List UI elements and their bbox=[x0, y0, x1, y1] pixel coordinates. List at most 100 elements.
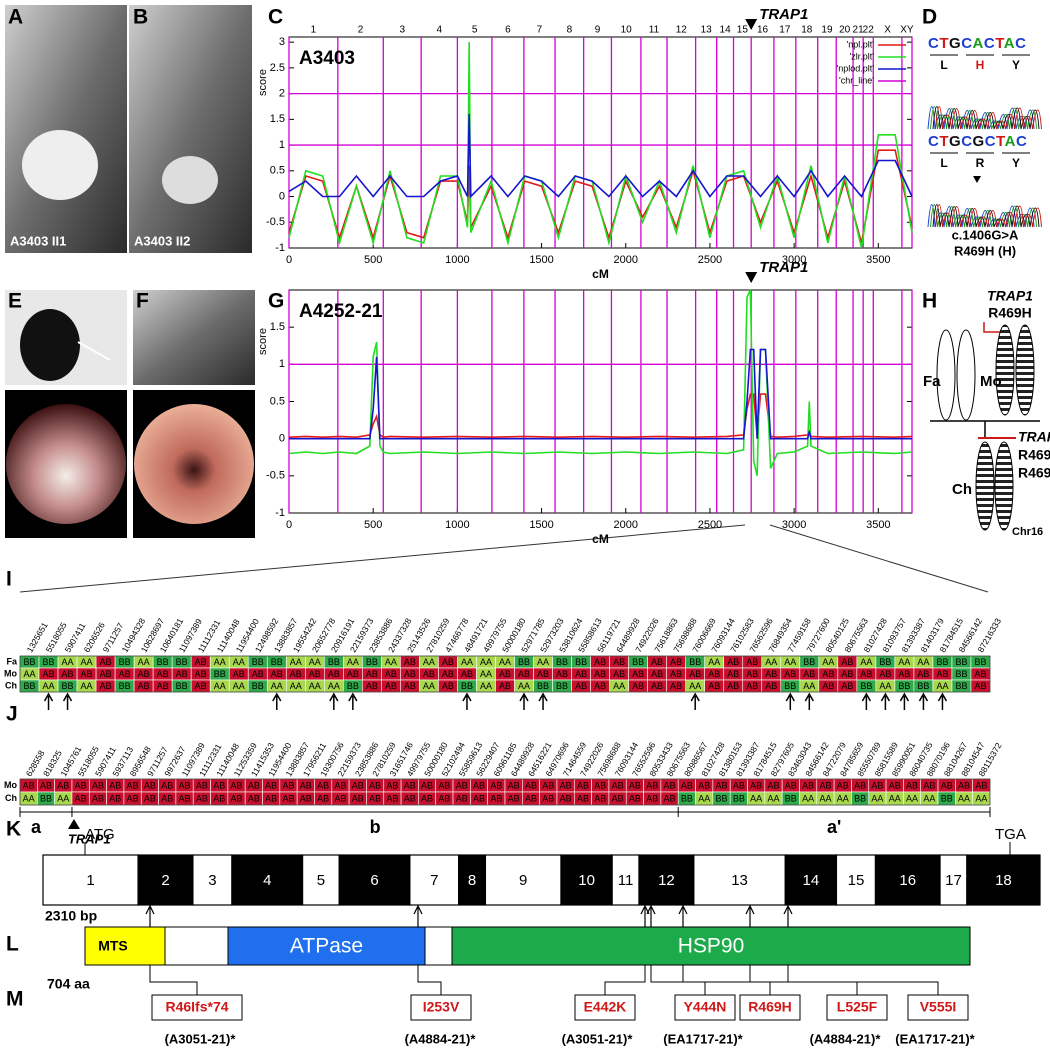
genotype: AB bbox=[577, 780, 589, 790]
genotype: AB bbox=[81, 669, 93, 679]
genotype: AB bbox=[879, 669, 891, 679]
genotype: AB bbox=[92, 780, 104, 790]
chromosome bbox=[1015, 324, 1035, 416]
mutation-leader bbox=[787, 965, 939, 995]
chromosome bbox=[995, 324, 1015, 416]
variant-bracket bbox=[983, 322, 1005, 333]
genotype: AB bbox=[556, 669, 568, 679]
genotype: AB bbox=[347, 669, 359, 679]
radiograph-shape bbox=[162, 156, 218, 204]
domain bbox=[84, 926, 166, 966]
genotype: AB bbox=[404, 657, 416, 667]
genotype: AA bbox=[698, 793, 710, 803]
chromosome-label: 4 bbox=[436, 25, 442, 36]
legend-label: 'npl.plt' bbox=[847, 39, 875, 49]
exon-label: 7 bbox=[430, 872, 438, 889]
plot-frame bbox=[288, 36, 913, 249]
chromatogram bbox=[930, 204, 1037, 228]
codon: Y bbox=[1012, 58, 1020, 72]
mutation-box bbox=[151, 994, 243, 1021]
panel-letter: A bbox=[8, 6, 23, 29]
informative-arrow bbox=[899, 692, 910, 710]
exon-arrow bbox=[745, 904, 755, 927]
exon-arrow bbox=[640, 904, 650, 927]
genotype: AB bbox=[689, 669, 701, 679]
genotype: AB bbox=[490, 780, 502, 790]
genotype: AB bbox=[196, 793, 208, 803]
series-line bbox=[288, 149, 913, 244]
x-axis-label: cM bbox=[592, 267, 609, 281]
genotype: AB bbox=[560, 793, 572, 803]
genotype: AB bbox=[438, 793, 450, 803]
mutation: Y444N bbox=[684, 999, 727, 1015]
exon-arrow bbox=[678, 904, 688, 927]
genotype: AB bbox=[803, 669, 815, 679]
domain-label: MTS bbox=[98, 938, 128, 954]
chromosome-label: 14 bbox=[720, 25, 732, 36]
genotype: AB bbox=[176, 669, 188, 679]
genotype: AB bbox=[750, 780, 762, 790]
genotype: AB bbox=[442, 681, 454, 691]
informative-arrow bbox=[918, 692, 929, 710]
genotype: AA bbox=[767, 793, 779, 803]
chromosome-label: 6 bbox=[505, 25, 511, 36]
genotype: AA bbox=[906, 793, 918, 803]
genotype: BB bbox=[785, 793, 797, 803]
x-tick-label: 2500 bbox=[698, 254, 722, 266]
genotype: AB bbox=[727, 669, 739, 679]
child-genotype: R469H/ bbox=[1018, 447, 1050, 463]
genotype: AA bbox=[537, 657, 549, 667]
mutation: R46Ifs*74 bbox=[165, 999, 228, 1015]
genotype: AB bbox=[138, 681, 150, 691]
genotype: AB bbox=[421, 780, 433, 790]
genotype: AB bbox=[664, 793, 676, 803]
genotype: AB bbox=[386, 780, 398, 790]
x-axis-label: cM bbox=[592, 532, 609, 546]
genotype: AB bbox=[499, 681, 511, 691]
y-tick-label: 3 bbox=[279, 36, 285, 48]
exon bbox=[966, 854, 1041, 906]
genotype: AB bbox=[889, 780, 901, 790]
genotype: AA bbox=[385, 657, 397, 667]
genotype: AA bbox=[975, 793, 987, 803]
x-tick-label: 500 bbox=[364, 519, 382, 531]
genotype: AA bbox=[480, 669, 492, 679]
y-axis-label: score bbox=[257, 69, 269, 96]
genotype: AB bbox=[898, 669, 910, 679]
chromatogram bbox=[930, 106, 1037, 130]
x-tick-label: 500 bbox=[364, 254, 382, 266]
radiograph-shape bbox=[22, 130, 98, 200]
genotype: AB bbox=[765, 681, 777, 691]
genotype: AB bbox=[290, 669, 302, 679]
chart-title: A4252-21 bbox=[299, 301, 383, 322]
genotype: AB bbox=[438, 780, 450, 790]
genotype: AB bbox=[309, 669, 321, 679]
variant-arrow bbox=[973, 176, 981, 183]
codon: L bbox=[940, 156, 947, 170]
exon-label: 17 bbox=[945, 872, 962, 889]
chromosome bbox=[994, 441, 1014, 531]
region-label: a bbox=[31, 817, 42, 837]
codon: H bbox=[976, 58, 985, 72]
genotype: AA bbox=[889, 793, 901, 803]
chromosome-label: 5 bbox=[472, 25, 478, 36]
region-label: a' bbox=[827, 817, 841, 837]
genotype: AA bbox=[214, 657, 226, 667]
genotype: AB bbox=[860, 669, 872, 679]
genotype: AB bbox=[767, 780, 779, 790]
genotype: AB bbox=[43, 669, 55, 679]
chromatogram bbox=[932, 204, 1040, 228]
genotype: BB bbox=[518, 657, 530, 667]
genotype: AB bbox=[473, 780, 485, 790]
genotype: AA bbox=[23, 793, 35, 803]
genotype: AB bbox=[442, 669, 454, 679]
genotype: AB bbox=[366, 681, 378, 691]
exon-label: 14 bbox=[803, 872, 820, 889]
genotype: AA bbox=[958, 793, 970, 803]
genotype: BB bbox=[214, 669, 226, 679]
genotype: AB bbox=[317, 793, 329, 803]
stop-codon: TGA bbox=[995, 826, 1026, 843]
region-label: b bbox=[370, 817, 381, 837]
genotype: AB bbox=[629, 780, 641, 790]
chromosome-label: 1 bbox=[311, 25, 317, 36]
